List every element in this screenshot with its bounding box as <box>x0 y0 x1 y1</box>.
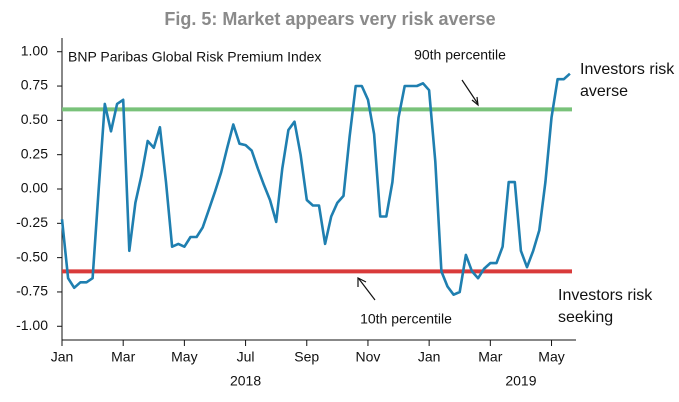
arrow-head <box>357 277 367 287</box>
year-label: 2018 <box>230 373 261 389</box>
y-tick-label: 0.75 <box>21 77 48 93</box>
arrow <box>461 79 479 105</box>
y-tick-label: -0.25 <box>16 214 48 230</box>
y-tick-label: 0.50 <box>21 111 48 127</box>
x-tick-label: Sep <box>294 349 319 365</box>
chart-title: Fig. 5: Market appears very risk averse <box>164 9 495 29</box>
reference-label: 10th percentile <box>360 311 452 327</box>
y-tick-label: 0.25 <box>21 145 48 161</box>
reference-label: 90th percentile <box>414 47 506 63</box>
year-label: 2019 <box>505 373 536 389</box>
x-tick-label: May <box>171 349 197 365</box>
annotation: Investors risk seeking <box>558 287 653 326</box>
annotation: BNP Paribas Global Risk Premium Index <box>68 49 321 65</box>
x-tick-label: Jan <box>418 349 441 365</box>
annotation: Investors risk averse <box>580 61 675 100</box>
y-tick-label: -0.75 <box>16 283 48 299</box>
y-tick-label: -0.50 <box>16 248 48 264</box>
x-tick-label: Mar <box>478 349 502 365</box>
arrow-head <box>471 96 479 107</box>
y-tick-label: 0.00 <box>21 180 48 196</box>
arrow <box>358 278 376 301</box>
x-tick-label: Jul <box>237 349 255 365</box>
x-tick-label: May <box>538 349 564 365</box>
y-tick-label: 1.00 <box>21 42 48 58</box>
x-tick-label: Jan <box>51 349 74 365</box>
y-tick-label: -1.00 <box>16 317 48 333</box>
series-line <box>60 72 571 296</box>
x-tick-label: Nov <box>355 349 380 365</box>
x-tick-label: Mar <box>111 349 135 365</box>
